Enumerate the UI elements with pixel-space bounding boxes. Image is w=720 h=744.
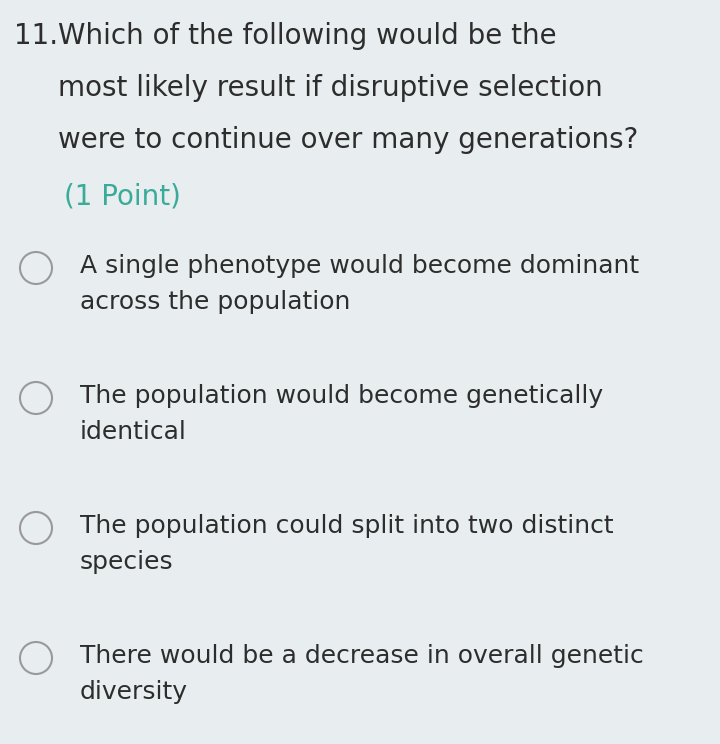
Text: 11.: 11. xyxy=(14,22,58,50)
Text: A single phenotype would become dominant: A single phenotype would become dominant xyxy=(80,254,639,278)
Circle shape xyxy=(20,642,52,674)
Text: were to continue over many generations?: were to continue over many generations? xyxy=(58,126,639,154)
Text: diversity: diversity xyxy=(80,680,188,704)
Text: The population could split into two distinct: The population could split into two dist… xyxy=(80,514,613,538)
Text: identical: identical xyxy=(80,420,187,444)
Text: species: species xyxy=(80,550,174,574)
Text: most likely result if disruptive selection: most likely result if disruptive selecti… xyxy=(58,74,603,102)
Text: Which of the following would be the: Which of the following would be the xyxy=(58,22,557,50)
Circle shape xyxy=(20,382,52,414)
Text: (1 Point): (1 Point) xyxy=(64,182,181,210)
Text: There would be a decrease in overall genetic: There would be a decrease in overall gen… xyxy=(80,644,644,668)
Text: across the population: across the population xyxy=(80,290,351,314)
Text: The population would become genetically: The population would become genetically xyxy=(80,384,603,408)
Circle shape xyxy=(20,512,52,544)
Circle shape xyxy=(20,252,52,284)
